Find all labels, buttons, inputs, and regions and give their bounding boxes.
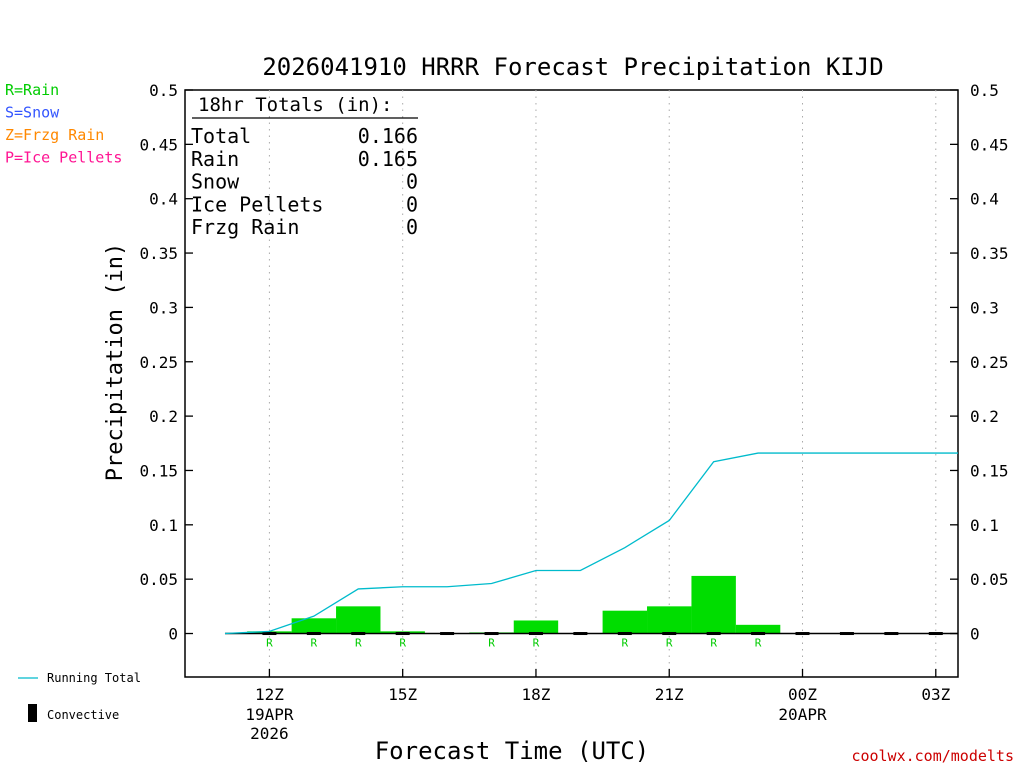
totals-header: 18hr Totals (in): (198, 94, 392, 116)
precip-bar (513, 620, 559, 634)
totals-row-label: Frzg Rain (191, 215, 299, 239)
ptype-marker: R (755, 637, 762, 650)
totals-box: 18hr Totals (in): Total 0.166 Rain 0.165 Sno… (191, 94, 418, 239)
y-tick-label: 0 (168, 625, 178, 644)
x-tick-label: 18Z (522, 685, 551, 704)
plot-frame (184, 89, 959, 678)
x-tick-sublabel: 19APR (245, 705, 294, 724)
totals-row-value: 0 (406, 170, 418, 194)
y-tick-label: 0.2 (149, 407, 178, 426)
y-tick-label: 0.5 (970, 81, 999, 100)
y-tick-label: 0.1 (149, 516, 178, 535)
ptype-marker: R (355, 637, 362, 650)
y-tick-label: 0.5 (149, 81, 178, 100)
totals-row-value: 0.166 (358, 124, 418, 148)
totals-row-value: 0 (406, 215, 418, 239)
ptype-marker: R (621, 637, 628, 650)
y-tick-label: 0.3 (149, 298, 178, 317)
y-axis-left: 0.5 0.45 0.4 0.35 0.3 0.25 0.2 0.15 0.1 0.05 0 (139, 81, 193, 644)
convective-legend-label: Convective (47, 708, 119, 722)
ptype-marker: R (311, 637, 318, 650)
ptype-legend-item: Z=Frzg Rain (5, 126, 104, 144)
precip-bar (647, 606, 692, 634)
totals-row-label: Ice Pellets (191, 192, 323, 216)
y-tick-label: 0 (970, 625, 980, 644)
convective-legend-swatch (28, 704, 37, 722)
y-tick-label: 0.1 (970, 516, 999, 535)
x-tick-sublabel: 2026 (250, 724, 289, 743)
ptype-marker: R (399, 637, 406, 650)
x-tick-label: 00Z (788, 685, 817, 704)
ptype-marker: R (666, 637, 673, 650)
y-tick-label: 0.4 (149, 190, 178, 209)
x-axis-label: Forecast Time (UTC) (375, 737, 650, 765)
x-tick-label: 15Z (388, 685, 417, 704)
totals-row-value: 0.165 (358, 147, 418, 171)
vertical-gridlines (268, 90, 937, 677)
precip-bar (602, 610, 648, 634)
precip-bar (691, 575, 736, 634)
y-tick-label: 0.35 (139, 244, 178, 263)
ptype-legend-item: R=Rain (5, 81, 59, 99)
y-tick-label: 0.25 (970, 353, 1009, 372)
precip-bar (291, 618, 337, 634)
y-tick-label: 0.3 (970, 298, 999, 317)
y-tick-label: 0.05 (970, 570, 1009, 589)
y-tick-label: 0.45 (970, 135, 1009, 154)
ptype-legend-item: P=Ice Pellets (5, 149, 122, 167)
ptype-marker: R (533, 637, 540, 650)
totals-row-label: Rain (191, 147, 239, 171)
precip-bar (336, 606, 381, 634)
y-axis-label: Precipitation (in) (103, 243, 128, 481)
x-tick-label: 03Z (921, 685, 950, 704)
y-tick-label: 0.35 (970, 244, 1009, 263)
y-tick-label: 0.45 (139, 135, 178, 154)
totals-row-value: 0 (406, 192, 418, 216)
totals-row-label: Total (191, 124, 251, 148)
watermark: coolwx.com/modelts (851, 747, 1014, 765)
running-total-legend-label: Running Total (47, 671, 141, 685)
bottom-legend: Running Total Convective (18, 671, 141, 722)
chart-title: 2026041910 HRRR Forecast Precipitation K… (262, 53, 883, 81)
precip-bar (735, 624, 781, 634)
x-tick-sublabel: 20APR (778, 705, 827, 724)
y-tick-label: 0.25 (139, 353, 178, 372)
running-total-line (224, 452, 958, 635)
y-tick-label: 0.2 (970, 407, 999, 426)
ptype-legend-item: S=Snow (5, 104, 60, 122)
y-tick-label: 0.15 (970, 461, 1009, 480)
y-axis-right: 0.5 0.45 0.4 0.35 0.3 0.25 0.2 0.15 0.1 0.05 0 (950, 81, 1009, 644)
hourly-bars (247, 575, 781, 634)
x-tick-label: 21Z (655, 685, 684, 704)
x-tick-label: 12Z (255, 685, 284, 704)
ptype-marker: R (266, 637, 273, 650)
y-tick-label: 0.4 (970, 190, 999, 209)
ptype-marker: R (710, 637, 717, 650)
totals-row-label: Snow (191, 170, 240, 194)
ptype-marker: R (488, 637, 495, 650)
y-tick-label: 0.15 (139, 461, 178, 480)
ptype-legend: R=Rain S=Snow Z=Frzg Rain P=Ice Pellets (5, 81, 122, 167)
y-tick-label: 0.05 (139, 570, 178, 589)
